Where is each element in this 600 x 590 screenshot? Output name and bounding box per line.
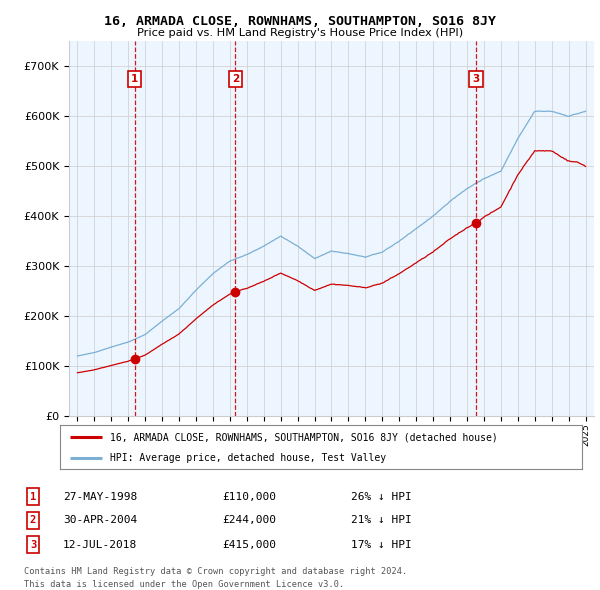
Text: 21% ↓ HPI: 21% ↓ HPI [351,516,412,525]
Text: 16, ARMADA CLOSE, ROWNHAMS, SOUTHAMPTON, SO16 8JY: 16, ARMADA CLOSE, ROWNHAMS, SOUTHAMPTON,… [104,15,496,28]
Text: 1: 1 [131,74,138,84]
Bar [69,41,134,416]
Text: 1: 1 [30,492,36,502]
Text: HPI: Average price, detached house, Test Valley: HPI: Average price, detached house, Test… [110,453,386,463]
Text: 12-JUL-2018: 12-JUL-2018 [63,540,137,549]
Bar [235,41,476,416]
Text: 2: 2 [30,516,36,525]
Text: Price paid vs. HM Land Registry's House Price Index (HPI): Price paid vs. HM Land Registry's House … [137,28,463,38]
Bar [476,41,594,416]
Text: 30-APR-2004: 30-APR-2004 [63,516,137,525]
Bar [134,41,235,416]
Text: 17% ↓ HPI: 17% ↓ HPI [351,540,412,549]
Text: 26% ↓ HPI: 26% ↓ HPI [351,492,412,502]
Text: £110,000: £110,000 [222,492,276,502]
Text: £415,000: £415,000 [222,540,276,549]
Text: 16, ARMADA CLOSE, ROWNHAMS, SOUTHAMPTON, SO16 8JY (detached house): 16, ARMADA CLOSE, ROWNHAMS, SOUTHAMPTON,… [110,432,497,442]
Text: 3: 3 [30,540,36,549]
Text: Contains HM Land Registry data © Crown copyright and database right 2024.
This d: Contains HM Land Registry data © Crown c… [24,568,407,589]
Text: 27-MAY-1998: 27-MAY-1998 [63,492,137,502]
Text: 3: 3 [472,74,479,84]
Text: £244,000: £244,000 [222,516,276,525]
Text: 2: 2 [232,74,239,84]
